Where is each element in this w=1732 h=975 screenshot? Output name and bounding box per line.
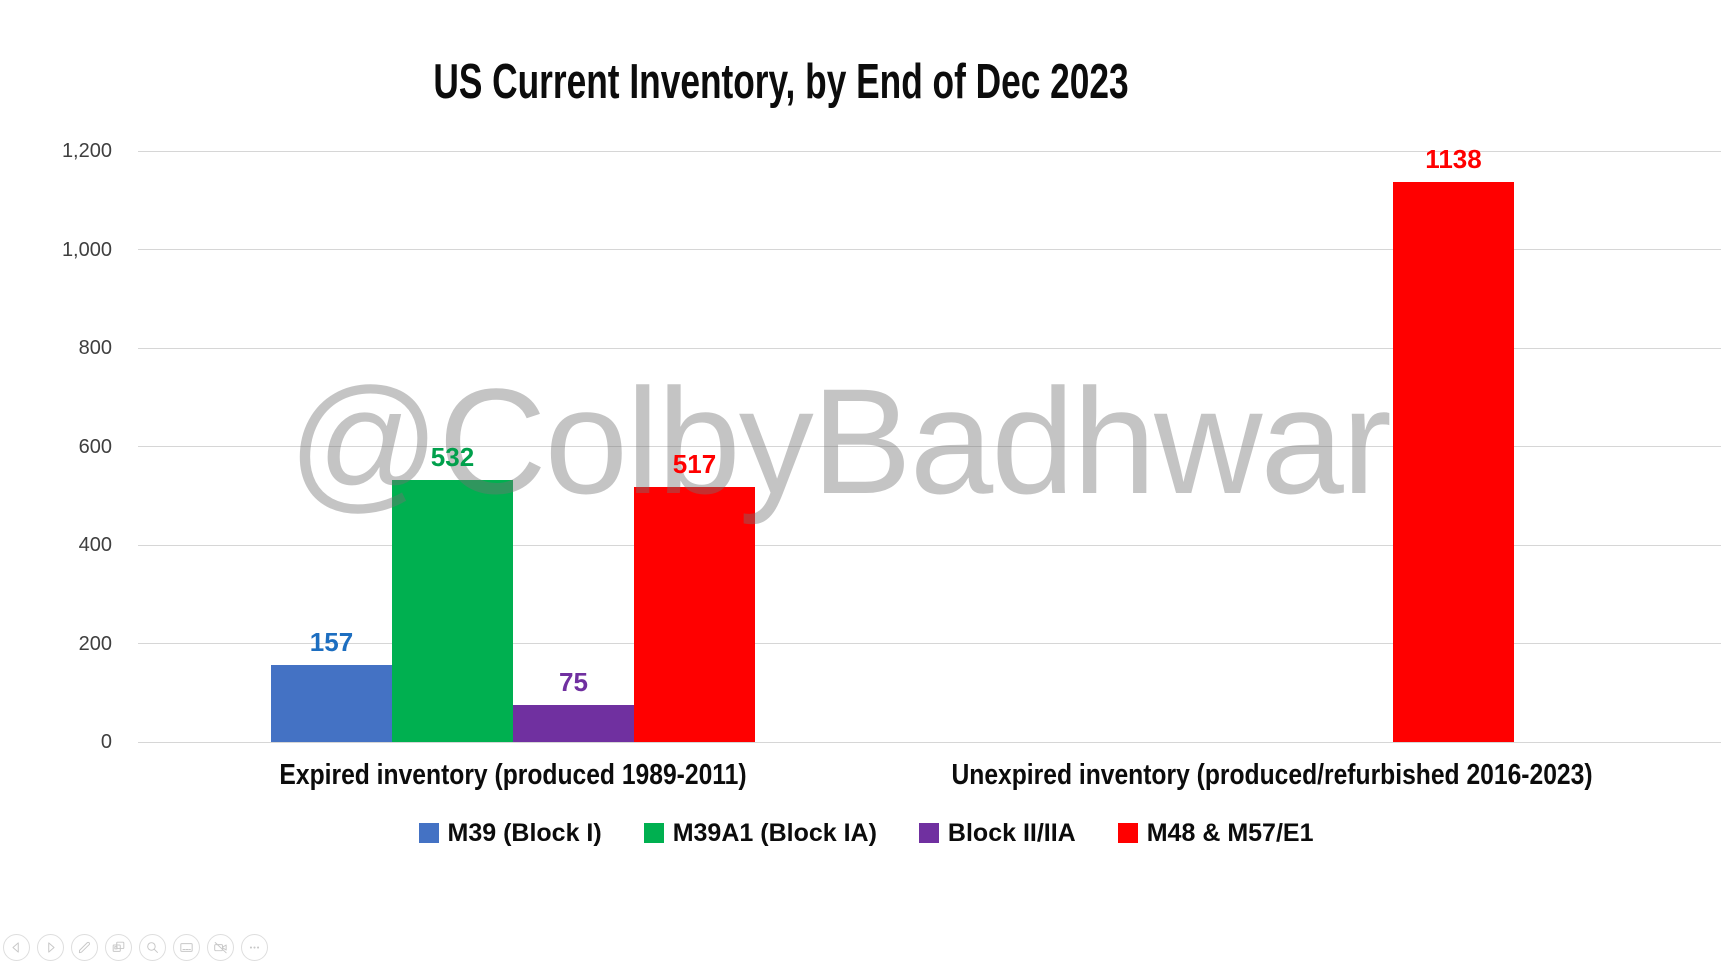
see-all-slides-button[interactable] xyxy=(105,934,132,961)
grid-line xyxy=(138,446,1721,447)
y-axis-tick-label: 800 xyxy=(78,337,112,359)
chart-title: US Current Inventory, by End of Dec 2023 xyxy=(433,55,1129,109)
camera-off-icon xyxy=(214,942,227,954)
bar-m39a1-block-ia xyxy=(392,479,513,742)
y-axis-tick-label: 400 xyxy=(78,534,112,556)
pen-button[interactable] xyxy=(71,934,98,961)
bar-block-ii-iia xyxy=(513,705,634,742)
legend-label: M48 & M57/E1 xyxy=(1146,818,1314,847)
camera-off-button[interactable] xyxy=(207,934,234,961)
bar-m48-m57-e1 xyxy=(1393,181,1514,742)
legend-swatch xyxy=(643,823,664,843)
data-label-m39a1-block-ia: 532 xyxy=(430,441,475,472)
legend-label: M39A1 (Block IA) xyxy=(672,818,877,847)
watermark: @ColbyBadhwar xyxy=(288,357,1392,525)
legend-swatch xyxy=(918,823,939,843)
grid-line xyxy=(138,544,1721,546)
grid-line xyxy=(138,643,1721,644)
presenter-toolbar xyxy=(3,934,268,961)
legend-label: Block II/IIA xyxy=(947,818,1076,847)
more-options-button[interactable] xyxy=(241,934,268,961)
captions-icon xyxy=(180,943,193,952)
next-slide-button[interactable] xyxy=(37,934,64,961)
legend: M39 (Block I) M39A1 (Block IA) Block II/II… xyxy=(0,818,1732,848)
data-label-m48-m57-e1: 1138 xyxy=(1425,143,1482,174)
captions-button[interactable] xyxy=(173,934,200,961)
legend-item-block-ii-iia: Block II/IIA xyxy=(918,818,1076,848)
pen-icon xyxy=(78,941,90,954)
grid-line xyxy=(138,741,1721,743)
y-axis-tick-label: 0 xyxy=(100,731,112,753)
y-axis-tick-label: 1,000 xyxy=(61,238,112,261)
data-label-m39-block-i: 157 xyxy=(309,626,354,657)
category-label: Expired inventory (produced 1989-2011) xyxy=(279,759,747,791)
grid-line xyxy=(138,150,1721,152)
bar-m39-block-i xyxy=(271,664,392,742)
legend-item-m39-block-i: M39 (Block I) xyxy=(418,818,602,848)
slides-grid-icon xyxy=(112,941,125,952)
legend-item-m48-m57-e1: M48 & M57/E1 xyxy=(1117,818,1314,848)
y-axis-tick-label: 1,200 xyxy=(61,140,112,162)
legend-swatch xyxy=(1117,823,1138,843)
zoom-button[interactable] xyxy=(139,934,166,961)
data-label-m48-m57-e1: 517 xyxy=(672,449,717,480)
triangle-right-icon xyxy=(48,942,55,953)
bar-m48-m57-e1 xyxy=(634,487,755,742)
grid-line xyxy=(138,249,1721,250)
legend-item-m39a1-block-ia: M39A1 (Block IA) xyxy=(643,818,877,848)
legend-label: M39 (Block I) xyxy=(447,818,602,847)
category-label: Unexpired inventory (produced/refurbishe… xyxy=(951,759,1593,791)
previous-slide-button[interactable] xyxy=(3,934,30,961)
legend-swatch xyxy=(418,823,439,843)
triangle-left-icon xyxy=(12,942,19,953)
magnifier-icon xyxy=(147,942,158,953)
ellipsis-icon xyxy=(249,946,260,949)
data-label-block-ii-iia: 75 xyxy=(559,667,588,698)
grid-line xyxy=(138,347,1721,349)
y-axis-tick-label: 600 xyxy=(78,435,112,458)
y-axis-tick-label: 200 xyxy=(78,632,112,655)
